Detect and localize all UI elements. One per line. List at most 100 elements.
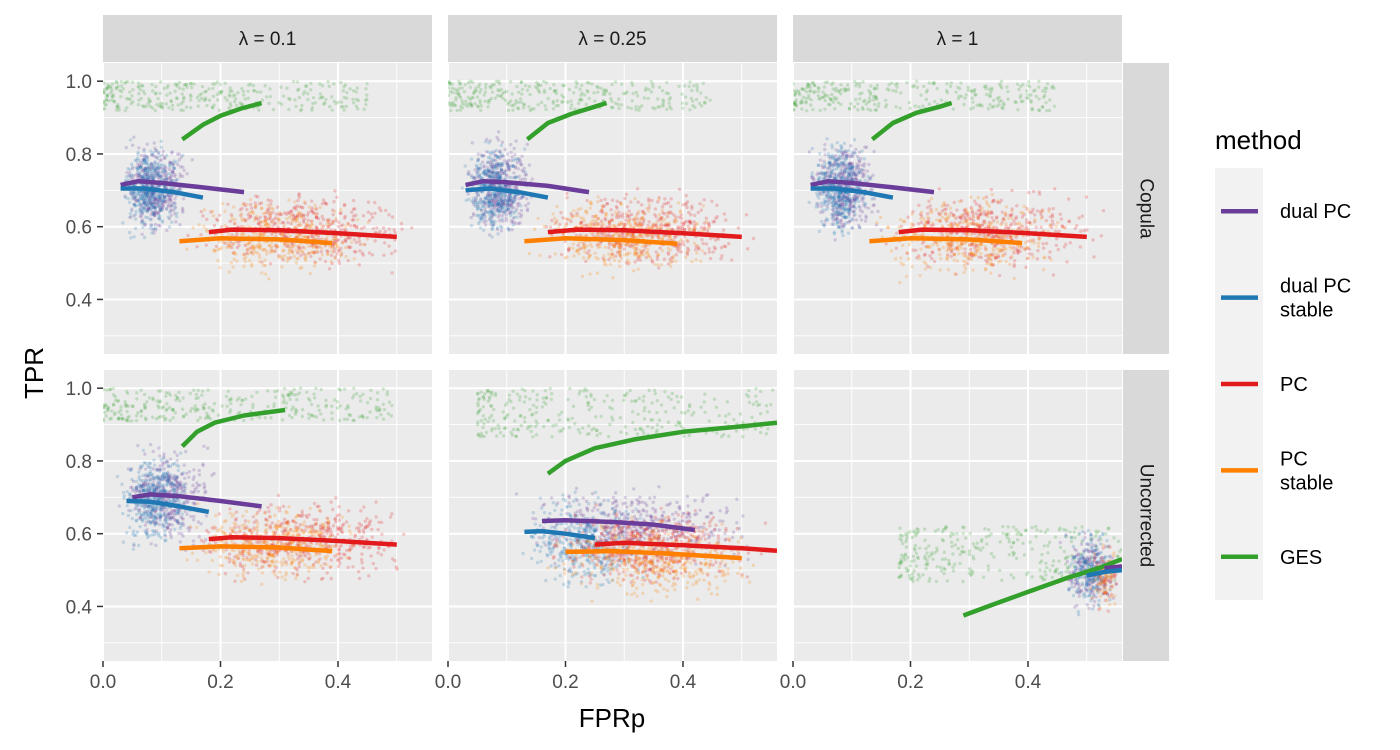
- point-pc-stable: [595, 271, 600, 275]
- point-ges: [185, 85, 189, 89]
- point-dual-pc-stable: [493, 164, 498, 169]
- point-dual-pc-stable: [818, 152, 822, 156]
- point-pc: [617, 241, 621, 246]
- point-pc-stable: [339, 250, 344, 255]
- point-pc-stable: [576, 214, 580, 218]
- point-pc-stable: [289, 213, 293, 218]
- point-ges: [469, 104, 474, 108]
- point-pc: [697, 247, 701, 251]
- point-dual-pc: [168, 177, 173, 182]
- point-ges: [835, 96, 839, 101]
- point-pc: [629, 200, 633, 204]
- point-dual-pc-stable: [850, 150, 855, 154]
- point-dual-pc: [525, 196, 529, 201]
- point-dual-pc-stable: [495, 176, 500, 180]
- point-ges: [986, 106, 991, 111]
- point-dual-pc: [850, 176, 855, 181]
- point-pc-stable: [298, 266, 302, 270]
- point-pc: [680, 224, 684, 229]
- point-dual-pc: [850, 152, 855, 156]
- point-pc: [669, 204, 673, 209]
- point-pc-stable: [320, 237, 325, 241]
- point-pc-stable: [329, 259, 333, 264]
- point-dual-pc-stable: [834, 157, 838, 161]
- point-dual-pc-stable: [128, 211, 133, 216]
- point-dual-pc: [840, 165, 845, 169]
- point-pc-stable: [612, 243, 617, 248]
- point-pc-stable: [309, 223, 314, 227]
- point-ges: [613, 101, 618, 105]
- point-dual-pc: [127, 173, 131, 178]
- point-ges: [664, 91, 669, 95]
- point-pc-stable: [335, 242, 339, 246]
- point-dual-pc-stable: [170, 220, 174, 224]
- point-ges: [810, 80, 815, 85]
- point-ges: [475, 95, 480, 99]
- point-dual-pc: [854, 173, 858, 177]
- point-dual-pc-stable: [144, 161, 148, 165]
- point-dual-pc: [178, 174, 182, 179]
- point-dual-pc-stable: [148, 169, 152, 173]
- point-pc-stable: [252, 245, 256, 249]
- point-pc-stable: [638, 219, 642, 223]
- point-dual-pc-stable: [144, 192, 148, 196]
- point-dual-pc-stable: [845, 169, 849, 173]
- point-ges: [804, 90, 809, 94]
- point-pc-stable: [634, 214, 638, 218]
- point-dual-pc-stable: [830, 169, 834, 173]
- point-dual-pc: [871, 203, 875, 208]
- point-pc: [714, 216, 718, 221]
- point-pc-stable: [241, 202, 245, 207]
- point-pc: [636, 200, 640, 204]
- point-dual-pc: [499, 204, 503, 208]
- point-ges: [110, 94, 114, 99]
- point-pc-stable: [595, 223, 599, 228]
- point-dual-pc-stable: [160, 208, 164, 213]
- point-ges: [542, 88, 547, 93]
- point-pc-stable: [579, 206, 583, 211]
- point-pc: [336, 224, 341, 229]
- point-dual-pc: [475, 167, 480, 171]
- point-pc: [658, 217, 663, 221]
- point-dual-pc-stable: [523, 170, 528, 174]
- point-dual-pc-stable: [844, 208, 848, 212]
- point-dual-pc-stable: [136, 152, 140, 157]
- point-dual-pc-stable: [492, 212, 496, 216]
- point-pc: [293, 205, 297, 209]
- point-pc: [244, 218, 248, 223]
- point-dual-pc: [181, 208, 185, 212]
- point-dual-pc: [182, 168, 186, 172]
- point-ges: [138, 88, 142, 92]
- point-pc: [696, 246, 701, 250]
- point-pc: [626, 262, 630, 266]
- point-ges: [225, 98, 229, 103]
- point-pc: [632, 235, 636, 240]
- point-ges: [306, 91, 310, 96]
- point-dual-pc: [838, 163, 842, 167]
- point-dual-pc: [843, 195, 847, 200]
- point-ges: [455, 88, 460, 93]
- point-pc: [645, 234, 649, 238]
- point-pc-stable: [674, 259, 678, 264]
- point-ges: [103, 89, 106, 94]
- point-dual-pc: [150, 166, 154, 170]
- point-ges: [912, 84, 917, 88]
- point-pc-stable: [249, 250, 253, 254]
- point-ges: [177, 80, 182, 85]
- point-pc-stable: [646, 253, 651, 258]
- point-dual-pc: [836, 199, 840, 203]
- point-ges: [1043, 90, 1048, 94]
- point-dual-pc-stable: [488, 173, 492, 178]
- point-pc-stable: [253, 204, 257, 209]
- point-pc-stable: [659, 215, 663, 220]
- point-dual-pc-stable: [503, 170, 507, 174]
- point-ges: [808, 82, 812, 87]
- point-pc: [297, 223, 301, 228]
- point-pc-stable: [290, 250, 295, 255]
- point-dual-pc-stable: [490, 235, 494, 239]
- point-dual-pc: [507, 198, 512, 202]
- point-pc: [650, 198, 654, 203]
- point-dual-pc-stable: [486, 210, 491, 214]
- point-pc-stable: [250, 243, 255, 248]
- point-dual-pc-stable: [828, 163, 832, 168]
